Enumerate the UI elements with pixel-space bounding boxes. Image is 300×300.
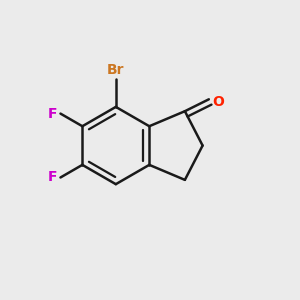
Text: F: F [47, 106, 57, 121]
Text: F: F [47, 170, 57, 184]
Text: Br: Br [107, 64, 124, 77]
Text: O: O [212, 95, 224, 109]
